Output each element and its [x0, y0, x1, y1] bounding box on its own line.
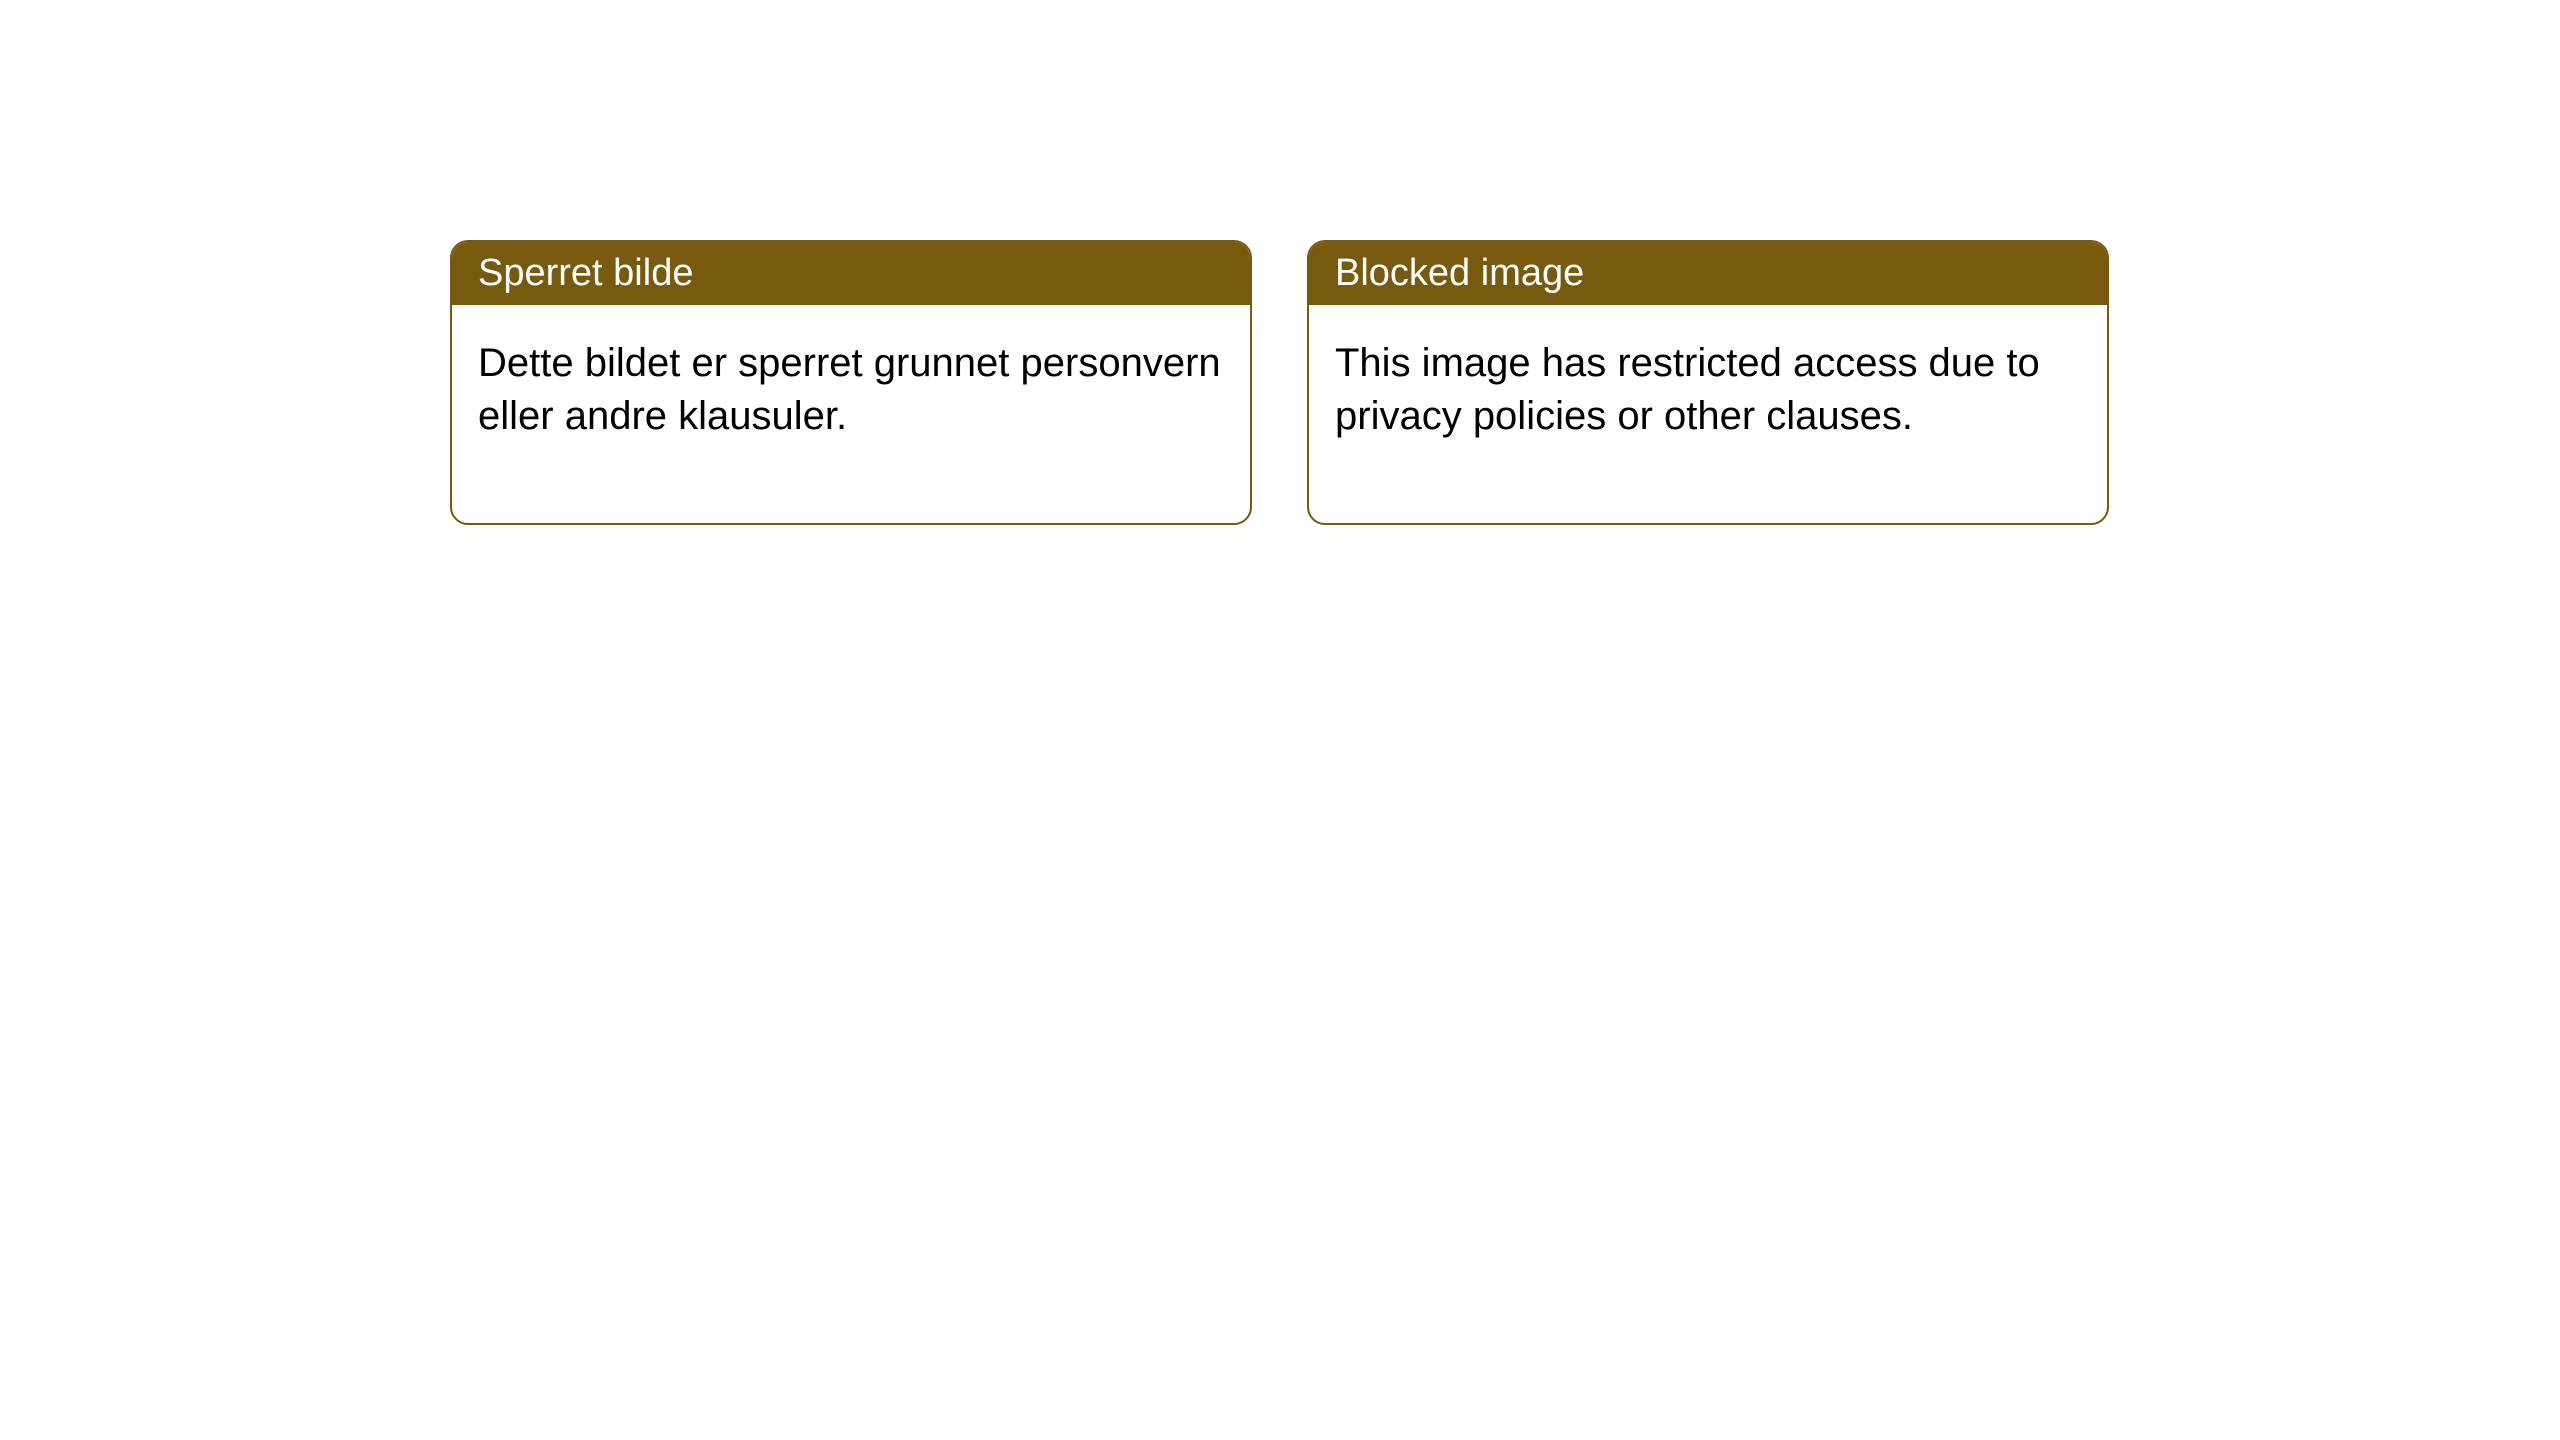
card-body-en: This image has restricted access due to …: [1309, 305, 2107, 523]
cards-container: Sperret bilde Dette bildet er sperret gr…: [0, 0, 2560, 525]
card-header-en: Blocked image: [1309, 242, 2107, 305]
card-body-no: Dette bildet er sperret grunnet personve…: [452, 305, 1250, 523]
card-header-no: Sperret bilde: [452, 242, 1250, 305]
blocked-image-card-no: Sperret bilde Dette bildet er sperret gr…: [450, 240, 1252, 525]
blocked-image-card-en: Blocked image This image has restricted …: [1307, 240, 2109, 525]
